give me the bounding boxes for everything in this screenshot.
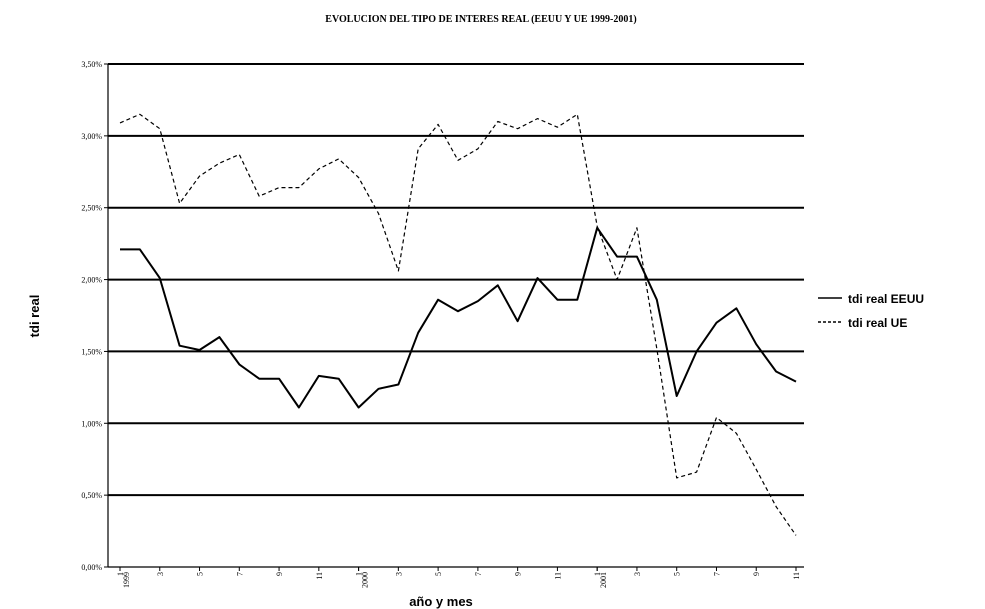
x-tick-label: 9: [752, 572, 761, 576]
x-tick-label: 3: [156, 572, 165, 576]
x-tick-label: 1: [593, 572, 602, 576]
y-tick-label: 2,50%: [81, 204, 102, 213]
y-tick-label: 1,00%: [81, 419, 102, 428]
x-tick-label: 1: [116, 572, 125, 576]
grid-lines: [108, 63, 804, 497]
y-tick-label: 3,50%: [81, 60, 102, 69]
x-tick-label: 7: [235, 572, 244, 576]
x-tick-label: 9: [514, 572, 523, 576]
x-tick-label: 11: [315, 572, 324, 580]
chart-title: EVOLUCION DEL TIPO DE INTERES REAL (EEUU…: [325, 14, 636, 25]
x-tick-label: 2000: [361, 572, 370, 588]
y-axis-label: tdi real: [27, 295, 42, 338]
legend-label: tdi real UE: [848, 316, 907, 330]
x-tick-label: 5: [434, 572, 443, 576]
x-tick-label: 2001: [599, 572, 608, 588]
y-tick-label: 0,00%: [81, 563, 102, 572]
series-line-ue: [119, 113, 797, 536]
x-axis-label: año y mes: [409, 594, 473, 609]
x-tick-label: 5: [673, 572, 682, 576]
x-tick-label: 5: [196, 572, 205, 576]
x-tick-label: 3: [633, 572, 642, 576]
series-line-eeuu: [120, 226, 797, 409]
y-tick-label: 1,50%: [81, 347, 102, 356]
x-tick-label: 7: [474, 572, 483, 576]
y-tick-label: 2,00%: [81, 276, 102, 285]
x-tick-label: 1999: [122, 572, 131, 588]
series-lines: [119, 113, 797, 536]
x-tick-label: 11: [553, 572, 562, 580]
y-axis-ticks: 0,00% 0,50% 1,00% 1,50% 2,00% 2,50% 3,00% 3,50%: [81, 60, 108, 572]
x-tick-label: 3: [394, 572, 403, 576]
x-tick-label: 9: [275, 572, 284, 576]
x-tick-label: 11: [792, 572, 801, 580]
y-tick-label: 0,50%: [81, 491, 102, 500]
y-tick-label: 3,00%: [81, 132, 102, 141]
legend-label: tdi real EEUU: [848, 292, 924, 306]
x-tick-label: 7: [712, 572, 721, 576]
legend: tdi real EEUU tdi real UE: [818, 292, 924, 330]
x-tick-label: 1: [355, 572, 364, 576]
